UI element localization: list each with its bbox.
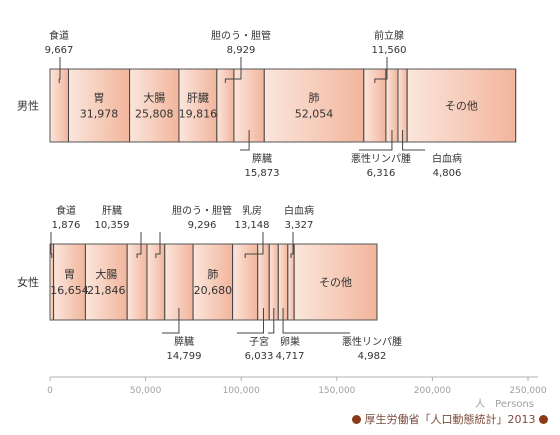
- callout-label: 食道: [56, 204, 76, 217]
- callout-value-label: 4,982: [358, 351, 387, 362]
- x-axis-label: 人 Persons: [475, 398, 534, 410]
- callout-label: 膵臓: [174, 336, 194, 348]
- callout-leader-line: [237, 308, 265, 334]
- segment-label: 大腸: [95, 267, 117, 281]
- bar-segment-大腸: [129, 68, 180, 143]
- callout-leader-line: [240, 130, 250, 151]
- callout-value-label: 8,929: [227, 45, 256, 56]
- callout-label: 卵巣: [280, 335, 300, 348]
- callout-label: 子宮: [249, 335, 269, 348]
- source-bullet-icon: [539, 415, 548, 424]
- callout-value-label: 10,359: [95, 220, 130, 231]
- callout-leader-line: [224, 57, 242, 83]
- segment-value-label: 31,978: [80, 108, 119, 121]
- source-text: 厚生労働省「人口動態統計」2013: [364, 413, 536, 426]
- callout-value-label: 4,717: [276, 351, 305, 362]
- row-label: 女性: [17, 275, 39, 289]
- segment-value-label: 16,654: [50, 284, 89, 297]
- callout-leader-line: [162, 308, 180, 334]
- x-tick-label: 200,000: [414, 386, 451, 396]
- bar-segment-肺: [263, 68, 365, 143]
- callout-value-label: 6,316: [367, 168, 396, 179]
- callout-value-label: 14,799: [167, 351, 202, 362]
- callout-label: 悪性リンパ腫: [342, 335, 402, 348]
- x-tick-label: 250,000: [509, 386, 546, 396]
- callout-label: 胆のう・胆管: [211, 29, 271, 42]
- callout-label: 前立腺: [374, 29, 404, 42]
- callout-label: 悪性リンパ腫: [351, 152, 411, 165]
- callout-leader-line: [268, 308, 275, 334]
- callout-value-label: 4,806: [433, 168, 462, 179]
- bar-segment-膵臓: [164, 243, 194, 321]
- segment-label: 胃: [94, 92, 105, 105]
- x-tick-label: 150,000: [318, 386, 355, 396]
- callout-leader-line: [282, 308, 350, 334]
- callout-value-label: 1,876: [52, 220, 81, 231]
- bar-outline: [49, 68, 517, 143]
- source-note: 厚生労働省「人口動態統計」2013: [352, 411, 548, 427]
- callout-leader-line: [50, 232, 53, 258]
- callout-label: 膵臓: [252, 153, 272, 165]
- callout-value-label: 6,033: [245, 351, 274, 362]
- callout-leader-line: [402, 130, 425, 151]
- callout-value-label: 3,327: [285, 220, 314, 231]
- segment-value-label: 52,054: [295, 108, 334, 121]
- callout-leader-line: [374, 57, 388, 83]
- callout-leader-line: [244, 232, 264, 258]
- segment-label: その他: [319, 276, 352, 289]
- callout-value-label: 15,873: [245, 168, 280, 179]
- x-tick-label: 100,000: [223, 386, 260, 396]
- callout-label: 白血病: [284, 204, 314, 217]
- segment-label: 胃: [64, 268, 75, 281]
- callout-leader-line: [290, 232, 294, 258]
- callout-label: 白血病: [432, 152, 462, 165]
- bar-segment-胃: [53, 243, 86, 321]
- segment-label: 肺: [207, 268, 218, 281]
- callout-label: 肝臓: [102, 205, 122, 217]
- bar-segment-肺: [192, 243, 234, 321]
- x-tick-label: 0: [47, 386, 53, 396]
- callout-leader-line: [155, 232, 161, 258]
- callout-value-label: 9,296: [188, 220, 217, 231]
- source-bullet-icon: [352, 415, 361, 424]
- callout-leader-line: [359, 130, 393, 151]
- segment-value-label: 25,808: [135, 108, 174, 121]
- bar-outline: [49, 243, 378, 321]
- bar-segment-胃: [67, 68, 131, 143]
- segment-label: その他: [445, 100, 478, 113]
- bar-segment-その他: [293, 243, 378, 321]
- segment-value-label: 21,846: [87, 284, 126, 297]
- callout-leader-line: [58, 57, 61, 83]
- callout-value-label: 9,667: [45, 45, 74, 56]
- segment-label: 肺: [309, 92, 320, 105]
- callout-leader-line: [136, 232, 142, 258]
- x-tick-label: 50,000: [130, 386, 162, 396]
- segment-value-label: 19,816: [179, 108, 218, 121]
- row-label: 男性: [17, 99, 39, 113]
- segment-value-label: 20,680: [194, 284, 233, 297]
- segment-label: 大腸: [143, 91, 165, 105]
- bar-segment-肝臓: [178, 68, 218, 143]
- callout-label: 乳房: [242, 204, 262, 217]
- callout-label: 胆のう・胆管: [172, 204, 232, 217]
- segment-label: 肝臓: [187, 92, 209, 105]
- callout-label: 食道: [49, 29, 69, 42]
- callout-value-label: 13,148: [235, 220, 270, 231]
- bar-segment-大腸: [84, 243, 128, 321]
- callout-value-label: 11,560: [372, 45, 407, 56]
